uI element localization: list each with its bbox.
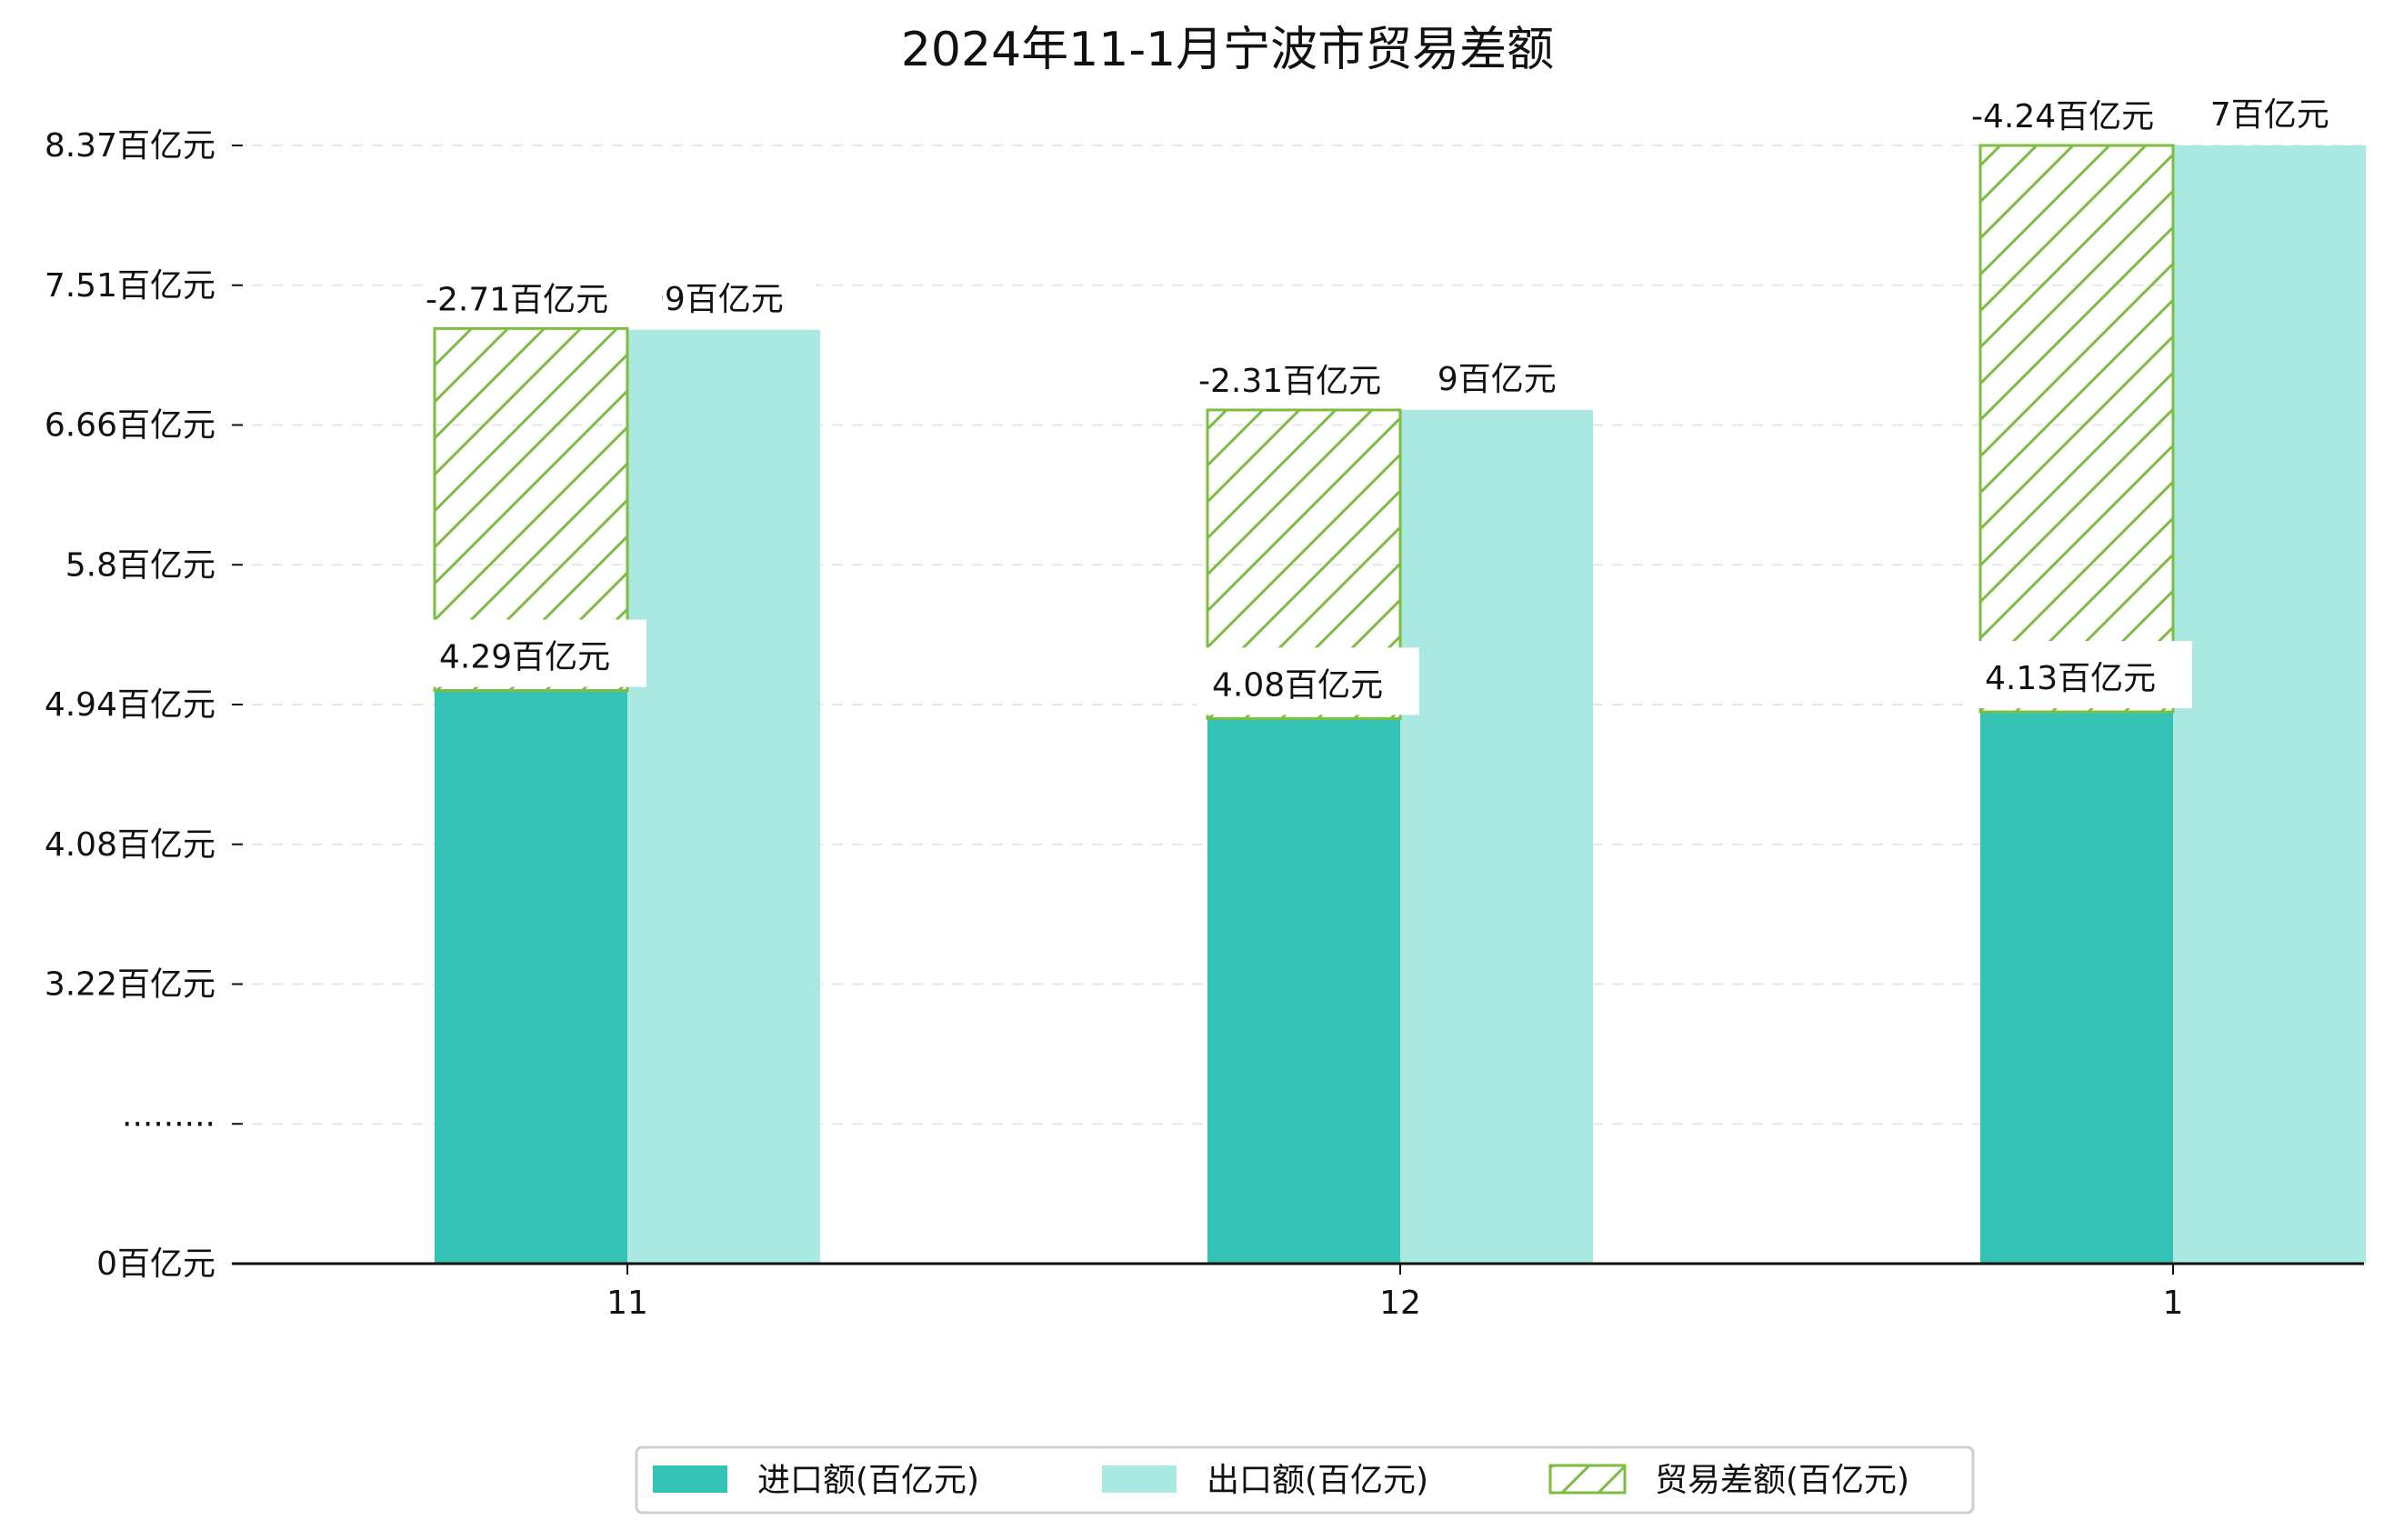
- data-labels: 99百亿元 -2.71百亿元 4.29百亿元 39百亿元 -2.31百亿元 4.08百亿元…: [424, 89, 2361, 715]
- legend-box: [635, 1445, 1975, 1515]
- chart-title: 2024年11-1月宁波市贸易差额: [901, 23, 1554, 77]
- legend: 进口额(百亿元) 出口额(百亿元) 贸易差额(百亿元): [635, 1445, 1975, 1515]
- balance-label-bg: [1969, 91, 2208, 140]
- legend-swatch: [1102, 1465, 1177, 1493]
- import-bar: [1980, 712, 2173, 1264]
- export-label: 99百亿元: [644, 281, 784, 318]
- y-tick-label: ·········: [122, 1105, 215, 1143]
- axes: 0百亿元 ········· 3.22百亿元 4.08百亿元 4.94百亿元 5.8百亿元…: [45, 127, 2364, 1322]
- legend-label: 进口额(百亿元): [757, 1462, 979, 1499]
- import-label-bg: [1197, 647, 1419, 715]
- import-label-bg: [424, 619, 646, 687]
- balance-label: -4.24百亿元: [1971, 98, 2154, 135]
- y-tick-label: 4.94百亿元: [45, 686, 215, 724]
- y-tick-label: 7.51百亿元: [45, 267, 215, 305]
- import-label: 4.29百亿元: [439, 639, 610, 676]
- legend-label: 贸易差额(百亿元): [1655, 1462, 1909, 1499]
- y-tick-label: 5.8百亿元: [65, 546, 215, 584]
- y-tick-label: 0百亿元: [96, 1245, 215, 1283]
- import-label: 4.08百亿元: [1212, 666, 1383, 704]
- y-tick-label: 6.66百亿元: [45, 407, 215, 445]
- export-bar: [1400, 409, 1593, 1264]
- import-label: 4.13百亿元: [1985, 660, 2156, 697]
- legend-swatch: [653, 1465, 727, 1493]
- import-bar: [435, 690, 627, 1264]
- export-bar: [627, 329, 820, 1265]
- balance-label: -2.31百亿元: [1198, 363, 1381, 400]
- import-label-bg: [1969, 641, 2192, 709]
- export-label: 37百亿元: [2189, 96, 2329, 134]
- export-bar: [2173, 145, 2366, 1264]
- export-label: 39百亿元: [1417, 361, 1557, 398]
- x-tick-label: 12: [1379, 1285, 1421, 1322]
- x-tick-label: 1: [2163, 1285, 2184, 1322]
- y-tick-label: 4.08百亿元: [45, 826, 215, 864]
- x-tick-label: 11: [606, 1285, 648, 1322]
- legend-swatch: [1548, 1464, 1627, 1495]
- y-tick-label: 8.37百亿元: [45, 127, 215, 165]
- legend-label: 出口额(百亿元): [1207, 1462, 1428, 1499]
- y-tick-label: 3.22百亿元: [45, 966, 215, 1004]
- balance-label: -2.71百亿元: [426, 281, 608, 318]
- export-label-bg: [2184, 89, 2361, 136]
- export-label-bg: [1411, 353, 1588, 401]
- balance-label-bg: [1197, 355, 1435, 405]
- import-bar: [1207, 718, 1400, 1264]
- balance-bar: [1978, 144, 2175, 714]
- export-label-bg: [638, 273, 816, 321]
- bars: [433, 144, 2366, 1265]
- balance-label-bg: [424, 274, 662, 324]
